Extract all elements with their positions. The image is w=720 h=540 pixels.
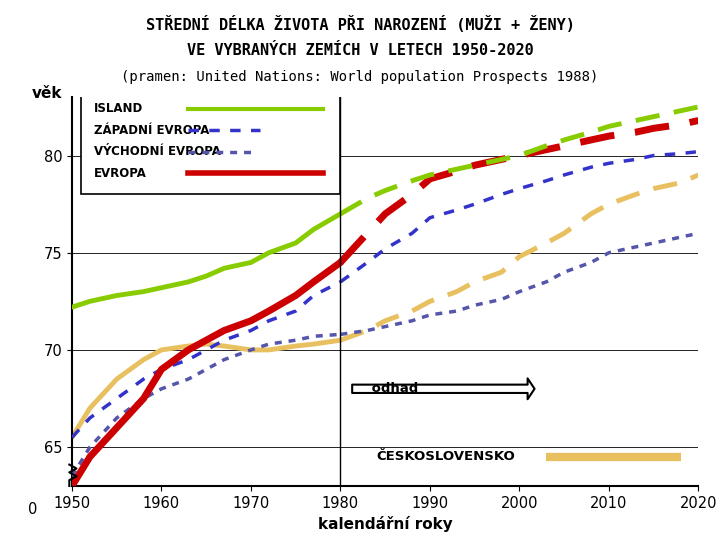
- Bar: [81, 93, 341, 194]
- X-axis label: kalendářní roky: kalendářní roky: [318, 516, 453, 532]
- Text: STŘEDNÍ DÉLKA ŽIVOTA PŘI NAROZENÍ (MUŽI + ŽENY): STŘEDNÍ DÉLKA ŽIVOTA PŘI NAROZENÍ (MUŽI …: [145, 16, 575, 33]
- Text: VÝCHODNÍ EVROPA: VÝCHODNÍ EVROPA: [94, 145, 221, 158]
- Text: (pramen: United Nations: World population Prospects 1988): (pramen: United Nations: World populatio…: [121, 70, 599, 84]
- Text: VE VYBRANÝCH ZEMÍCH V LETECH 1950-2020: VE VYBRANÝCH ZEMÍCH V LETECH 1950-2020: [186, 43, 534, 58]
- Text: EVROPA: EVROPA: [94, 166, 148, 179]
- Text: 0: 0: [29, 502, 38, 517]
- Text: ČESKOSLOVENSKO: ČESKOSLOVENSKO: [377, 450, 515, 463]
- Text: věk: věk: [31, 85, 62, 100]
- Text: ISLAND: ISLAND: [94, 103, 143, 116]
- Text: odhad: odhad: [367, 382, 418, 395]
- Text: ZÁPADNÍ EVROPA: ZÁPADNÍ EVROPA: [94, 124, 210, 137]
